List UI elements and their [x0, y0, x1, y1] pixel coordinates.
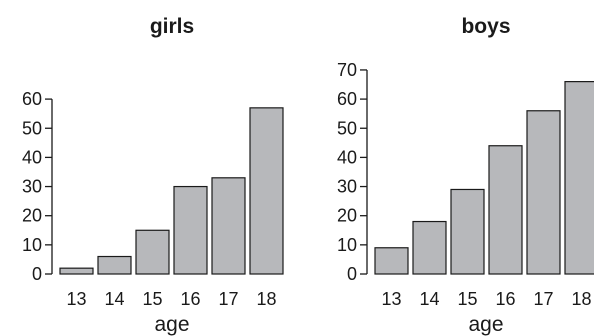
- chart-1-y-tick-label-70: 70: [337, 60, 357, 80]
- chart-0-y-tick-label-0: 0: [32, 264, 42, 284]
- chart-1-bar-15: [450, 188, 485, 275]
- chart-0-bar-16: [173, 185, 208, 275]
- chart-1-x-tick-label-18: 18: [571, 289, 591, 309]
- chart-1-x-tick-label-14: 14: [419, 289, 439, 309]
- chart-1-y-tick-label-30: 30: [337, 177, 357, 197]
- chart-0: girls 0 10 20 30 40 50 60 13 14 15 16 17 18 age: [22, 15, 284, 336]
- chart-0-bar-15: [135, 229, 170, 275]
- chart-1-y-tick-label-20: 20: [337, 206, 357, 226]
- chart-1-bar-17: [526, 110, 561, 275]
- chart-1: boys 0 10 20 30 40 50 60 70 13 14 15 16 17 18 age: [337, 15, 594, 336]
- chart-0-x-tick-label-18: 18: [256, 289, 276, 309]
- chart-1-y-tick-label-50: 50: [337, 118, 357, 138]
- chart-0-bar-18: [249, 107, 284, 275]
- chart-1-bar-18: [564, 81, 594, 275]
- chart-0-x-tick-label-13: 13: [66, 289, 86, 309]
- chart-1-y-tick-label-10: 10: [337, 235, 357, 255]
- chart-1-x-tick-label-13: 13: [381, 289, 401, 309]
- chart-1-bar-13: [374, 247, 409, 275]
- chart-0-bar-17: [211, 177, 246, 275]
- chart-0-bar-14: [97, 255, 132, 275]
- chart-0-y-tick-label-50: 50: [22, 118, 42, 138]
- chart-0-y-tick-label-60: 60: [22, 89, 42, 109]
- chart-0-x-axis-title: age: [154, 313, 189, 336]
- chart-1-x-tick-label-17: 17: [533, 289, 553, 309]
- chart-0-y-tick-label-40: 40: [22, 147, 42, 167]
- chart-0-y-tick-label-20: 20: [22, 206, 42, 226]
- chart-1-y-tick-label-40: 40: [337, 147, 357, 167]
- chart-1-x-tick-label-15: 15: [457, 289, 477, 309]
- chart-1-y-tick-label-60: 60: [337, 89, 357, 109]
- chart-1-bar-16: [488, 145, 523, 275]
- chart-1-x-tick-label-16: 16: [495, 289, 515, 309]
- chart-0-title: girls: [150, 15, 194, 38]
- chart-0-x-tick-label-16: 16: [180, 289, 200, 309]
- chart-0-bar-13: [59, 267, 94, 275]
- chart-0-x-tick-label-15: 15: [142, 289, 162, 309]
- chart-1-x-axis-title: age: [468, 313, 503, 336]
- chart-1-bar-14: [412, 220, 447, 275]
- chart-0-y-tick-label-10: 10: [22, 235, 42, 255]
- chart-0-x-tick-label-17: 17: [218, 289, 238, 309]
- chart-1-title: boys: [461, 15, 510, 38]
- chart-0-x-tick-label-14: 14: [104, 289, 124, 309]
- chart-1-y-tick-label-0: 0: [347, 264, 357, 284]
- chart-0-y-tick-label-30: 30: [22, 177, 42, 197]
